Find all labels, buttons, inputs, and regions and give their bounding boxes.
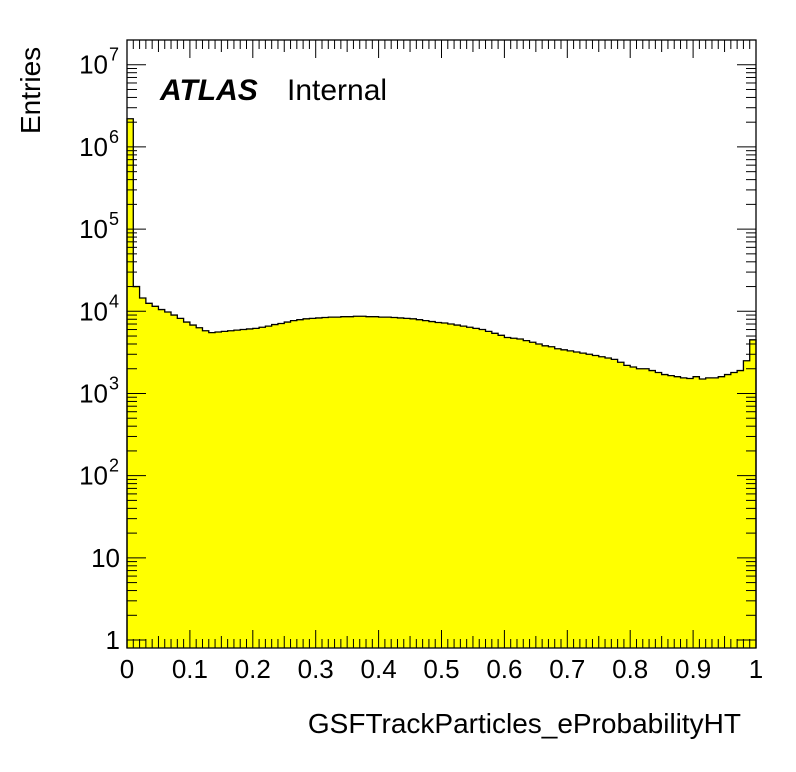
x-tick-label: 0.3 bbox=[298, 654, 334, 684]
x-tick-label: 0.6 bbox=[486, 654, 522, 684]
x-tick-label: 0.1 bbox=[172, 654, 208, 684]
histogram-outline bbox=[126, 118, 757, 648]
y-tick-label: 10 bbox=[79, 461, 108, 491]
y-tick-exponent: 4 bbox=[109, 291, 119, 311]
y-tick-label: 1 bbox=[106, 625, 120, 655]
x-tick-label: 0.7 bbox=[549, 654, 585, 684]
y-tick-exponent: 2 bbox=[109, 456, 119, 476]
x-tick-label: 0.8 bbox=[612, 654, 648, 684]
y-axis-title: Entries bbox=[15, 47, 46, 134]
x-axis-title: GSFTrackParticles_eProbabilityHT bbox=[308, 708, 741, 739]
x-tick-label: 0.4 bbox=[361, 654, 397, 684]
y-tick-label: 10 bbox=[91, 543, 120, 573]
y-tick-exponent: 3 bbox=[109, 373, 119, 393]
histogram-fill bbox=[127, 118, 756, 648]
y-tick-label: 10 bbox=[79, 50, 108, 80]
y-tick-label: 10 bbox=[79, 296, 108, 326]
x-tick-label: 0.2 bbox=[235, 654, 271, 684]
y-tick-label: 10 bbox=[79, 378, 108, 408]
y-tick-exponent: 7 bbox=[109, 45, 119, 65]
plot-area bbox=[126, 118, 757, 648]
y-tick-label: 10 bbox=[79, 214, 108, 244]
internal-label: Internal bbox=[287, 74, 387, 107]
y-tick-exponent: 6 bbox=[109, 127, 119, 147]
y-tick-exponent: 5 bbox=[109, 209, 119, 229]
x-tick-label: 1 bbox=[749, 654, 763, 684]
x-tick-label: 0.5 bbox=[423, 654, 459, 684]
x-tick-label: 0 bbox=[120, 654, 134, 684]
atlas-label: ATLAS bbox=[159, 74, 258, 107]
axes bbox=[126, 39, 757, 649]
y-tick-label: 10 bbox=[79, 132, 108, 162]
x-tick-label: 0.9 bbox=[675, 654, 711, 684]
